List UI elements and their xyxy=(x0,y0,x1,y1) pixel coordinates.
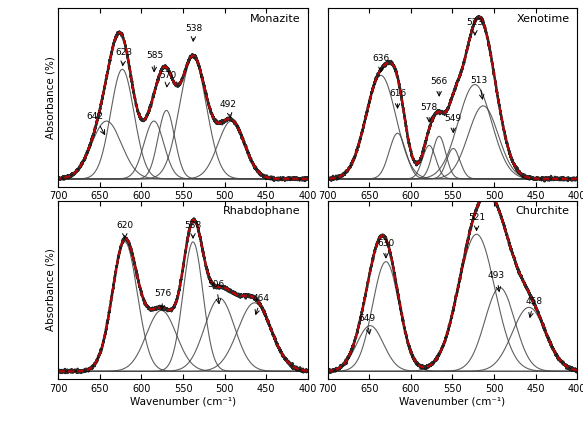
Text: 616: 616 xyxy=(389,89,406,108)
Text: 570: 570 xyxy=(159,71,177,87)
Text: 521: 521 xyxy=(468,213,485,230)
Text: 636: 636 xyxy=(373,54,389,72)
Text: 549: 549 xyxy=(445,114,462,133)
Text: 506: 506 xyxy=(208,280,225,304)
Text: 458: 458 xyxy=(525,297,543,317)
Text: 642: 642 xyxy=(86,112,105,134)
Text: 493: 493 xyxy=(488,271,505,291)
Text: 538: 538 xyxy=(184,221,202,238)
Text: Monazite: Monazite xyxy=(250,14,300,24)
Text: 566: 566 xyxy=(430,77,448,96)
Text: 623: 623 xyxy=(115,48,132,66)
Text: 578: 578 xyxy=(420,103,438,122)
Y-axis label: Absorbance (%): Absorbance (%) xyxy=(45,56,55,139)
Text: 649: 649 xyxy=(358,314,375,334)
Text: 630: 630 xyxy=(377,239,395,258)
X-axis label: Wavenumber (cm⁻¹): Wavenumber (cm⁻¹) xyxy=(399,397,505,407)
Text: 523: 523 xyxy=(466,18,483,35)
Text: 464: 464 xyxy=(252,294,270,314)
Text: Xenotime: Xenotime xyxy=(517,14,570,24)
Text: 538: 538 xyxy=(185,24,202,41)
Text: 620: 620 xyxy=(116,221,134,238)
Text: Churchite: Churchite xyxy=(516,206,570,216)
Text: 576: 576 xyxy=(154,289,172,309)
Y-axis label: Absorbance (%): Absorbance (%) xyxy=(45,248,55,331)
Text: 513: 513 xyxy=(470,75,487,99)
Text: 492: 492 xyxy=(219,100,237,117)
Text: Rhabdophane: Rhabdophane xyxy=(223,206,300,216)
X-axis label: Wavenumber (cm⁻¹): Wavenumber (cm⁻¹) xyxy=(130,397,236,407)
Text: 585: 585 xyxy=(146,51,163,72)
